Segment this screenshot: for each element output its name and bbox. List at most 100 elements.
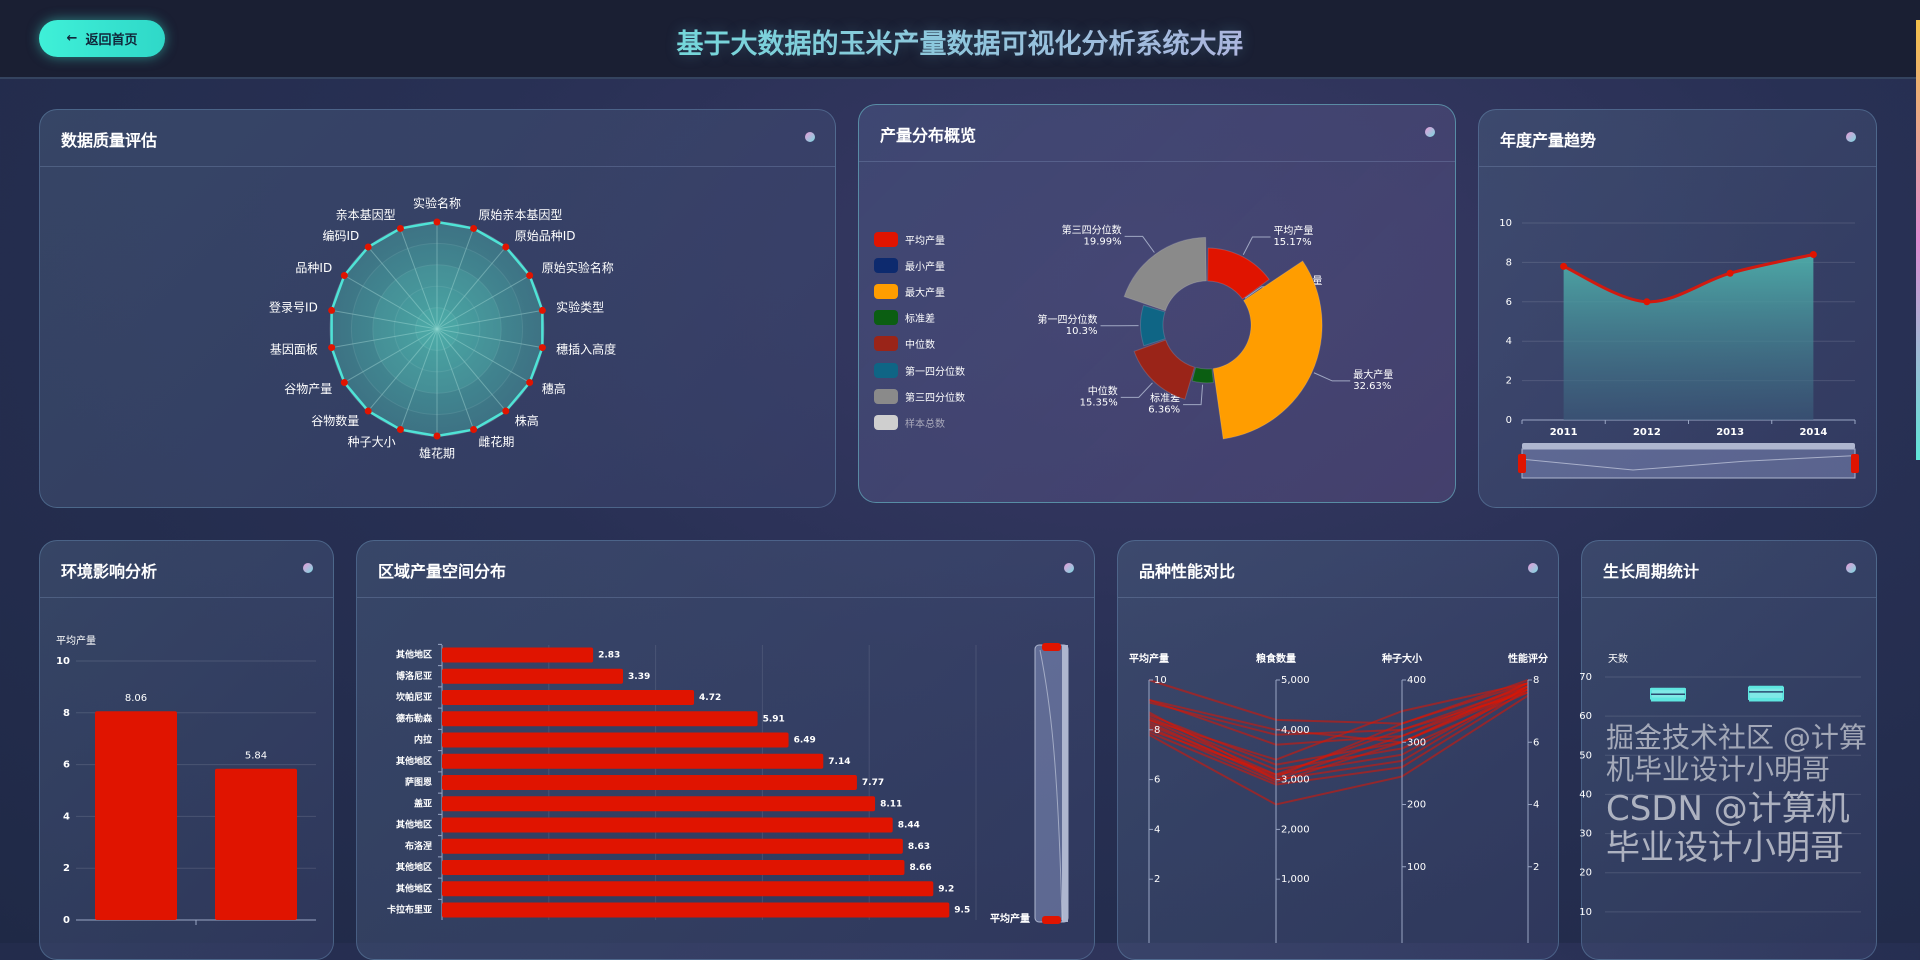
- radar-point: [470, 225, 477, 232]
- x-tick-label: 2014: [1799, 427, 1827, 438]
- datazoom-handle[interactable]: [1042, 643, 1061, 651]
- radar-indicator-label: 谷物产量: [284, 382, 332, 396]
- axis-tick-label: 2,000: [1281, 824, 1310, 835]
- axis-name: 粮食数量: [1256, 652, 1296, 665]
- y-tick-label: 2: [1506, 376, 1512, 387]
- axis-tick-label: 5,000: [1281, 675, 1310, 686]
- radar-point: [470, 426, 477, 433]
- bar[interactable]: [442, 796, 875, 811]
- back-home-button[interactable]: ← 返回首页: [39, 20, 165, 57]
- y-tick-label: 6: [63, 760, 70, 771]
- pie-leader-line: [1243, 237, 1270, 255]
- bar[interactable]: [215, 769, 297, 920]
- bar-value-label: 3.39: [628, 672, 650, 682]
- axis-tick-label: 4: [1154, 824, 1160, 835]
- pie-chart: 平均产量15.17%最小产量0.2%最大产量32.63%标准差6.36%中位数1…: [1038, 223, 1394, 439]
- watermark: 掘金技术社区 @计算机毕业设计小明哥: [1606, 722, 1872, 786]
- bar[interactable]: [442, 733, 789, 748]
- radar-indicator-label: 雌花期: [478, 434, 514, 449]
- pie-slice-label: 中位数: [1088, 384, 1118, 397]
- y-tick-label: 8: [1506, 257, 1512, 268]
- y-category-label: 其他地区: [396, 882, 432, 894]
- axis-tick-label: 2: [1533, 862, 1539, 873]
- box-body[interactable]: [1749, 688, 1783, 699]
- axis-tick-label: 4,000: [1281, 725, 1310, 736]
- bar-value-label: 8.66: [909, 863, 931, 873]
- bar[interactable]: [442, 903, 949, 918]
- radar-indicator-label: 登录号ID: [269, 299, 318, 314]
- datazoom-handle[interactable]: [1851, 454, 1859, 473]
- pie-slice[interactable]: [1134, 340, 1194, 399]
- y-category-label: 内拉: [414, 734, 432, 746]
- y-tick-label: 40: [1579, 789, 1592, 800]
- y-tick-label: 4: [1506, 336, 1512, 347]
- bar-value-label: 7.77: [862, 778, 884, 788]
- axis-tick-label: 400: [1407, 675, 1426, 686]
- radar-indicator-label: 雄花期: [419, 446, 455, 461]
- radar-point: [341, 272, 348, 279]
- radar-point: [397, 225, 404, 232]
- bar-value-label: 7.14: [828, 757, 850, 767]
- datazoom-label: 平均产量: [990, 912, 1030, 925]
- pie-slice-percent: 19.99%: [1083, 236, 1121, 247]
- bar[interactable]: [442, 690, 694, 705]
- bar-value-label: 8.63: [908, 842, 930, 852]
- bar[interactable]: [442, 839, 903, 854]
- axis-tick-label: 8: [1154, 725, 1160, 736]
- datazoom-bar[interactable]: [1522, 443, 1855, 449]
- y-tick-label: 10: [1499, 218, 1512, 229]
- bar[interactable]: [95, 711, 177, 920]
- bar[interactable]: [442, 881, 933, 896]
- watermark-group: 掘金技术社区 @计算机毕业设计小明哥 CSDN @计算机毕业设计小明哥: [1606, 722, 1872, 869]
- y-tick-label: 70: [1579, 672, 1592, 683]
- axis-tick-label: 300: [1407, 737, 1426, 748]
- pie-leader-line: [1125, 236, 1155, 252]
- y-category-label: 其他地区: [396, 819, 432, 831]
- y-tick-label: 10: [1579, 907, 1592, 918]
- radar-indicator-label: 品种ID: [295, 261, 332, 275]
- radar-point: [341, 379, 348, 386]
- bar[interactable]: [442, 648, 593, 663]
- y-tick-label: 60: [1579, 711, 1592, 722]
- y-tick-label: 8: [63, 708, 70, 719]
- x-tick-label: 2011: [1550, 427, 1578, 438]
- bar[interactable]: [442, 818, 893, 833]
- x-tick-label: 2013: [1716, 427, 1744, 438]
- pie-leader-line: [1121, 383, 1153, 398]
- bar[interactable]: [442, 754, 823, 769]
- datazoom-bar: [1062, 645, 1068, 922]
- watermark: CSDN @计算机毕业设计小明哥: [1606, 790, 1872, 868]
- axis-tick-label: 10: [1154, 675, 1167, 686]
- radar-indicator-label: 原始实验名称: [542, 260, 614, 275]
- data-point: [1727, 270, 1734, 277]
- pie-slice[interactable]: [1124, 237, 1206, 310]
- radar-indicator-label: 原始品种ID: [515, 229, 576, 243]
- data-point: [1643, 298, 1650, 305]
- radar-point: [539, 344, 546, 351]
- y-axis-name: 平均产量: [56, 634, 96, 647]
- bar[interactable]: [442, 711, 758, 726]
- bar-value-label: 5.84: [245, 751, 267, 762]
- bar-value-label: 8.06: [125, 693, 147, 704]
- y-category-label: 坎帕尼亚: [396, 691, 432, 703]
- bar-value-label: 9.2: [938, 884, 954, 894]
- y-category-label: 博洛尼亚: [396, 670, 432, 682]
- y-category-label: 德布勒森: [396, 712, 433, 724]
- axis-tick-label: 6: [1154, 775, 1160, 786]
- radar-indicator-label: 株高: [515, 413, 539, 428]
- axis-tick-label: 2: [1154, 874, 1160, 885]
- pie-slice-percent: 6.36%: [1148, 405, 1180, 416]
- pie-slice[interactable]: [1192, 368, 1213, 383]
- datazoom-window[interactable]: [1522, 449, 1855, 478]
- bar[interactable]: [442, 669, 623, 684]
- bar[interactable]: [442, 860, 904, 875]
- datazoom-handle[interactable]: [1042, 916, 1061, 924]
- datazoom-handle[interactable]: [1518, 454, 1526, 473]
- axis-tick-label: 4: [1533, 800, 1539, 811]
- pie-slice[interactable]: [1141, 305, 1166, 345]
- area-fill: [1564, 255, 1814, 420]
- y-tick-label: 30: [1579, 829, 1592, 840]
- bar[interactable]: [442, 775, 857, 790]
